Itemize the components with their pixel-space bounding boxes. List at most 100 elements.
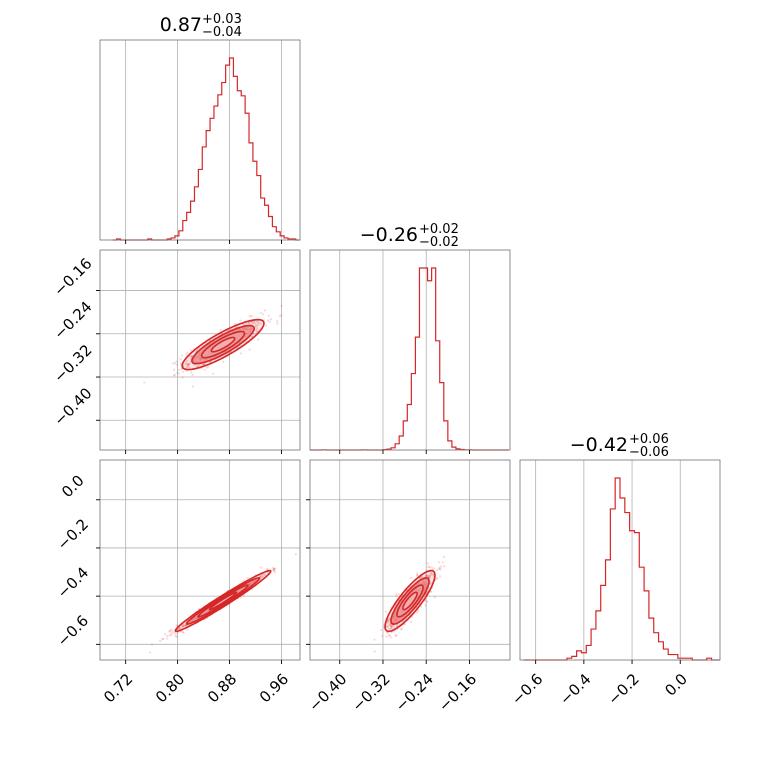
scatter-point: [177, 368, 181, 372]
scatter-point: [432, 573, 435, 576]
scatter-point: [257, 321, 260, 325]
scatter-point: [212, 372, 215, 375]
scatter-point: [263, 309, 267, 312]
grid-hist-0: [125, 40, 282, 240]
scatter-point: [389, 627, 393, 630]
scatter-point: [251, 321, 254, 324]
ticks-hist-1: [339, 450, 470, 454]
ytick-labels-param-2: −0.6 −0.4 −0.2 0.0: [54, 472, 92, 651]
scatter-point: [190, 354, 193, 358]
scatter-point: [263, 573, 266, 576]
contour-level-0: [210, 336, 236, 353]
scatter-point: [386, 625, 389, 628]
scatter-point: [428, 565, 431, 569]
scatter-point: [198, 364, 201, 367]
grid-pair-0-2: [100, 460, 300, 660]
scatter-point: [181, 376, 184, 379]
scatter-point: [294, 553, 297, 556]
scatter-point: [409, 620, 413, 624]
scatter-point: [171, 362, 175, 365]
scatter-point: [417, 609, 420, 612]
xtick-labels-param-1: −0.40−0.32−0.24−0.16: [305, 670, 480, 715]
scatter-point: [182, 624, 186, 627]
scatter-point: [256, 327, 259, 330]
scatter-point: [385, 635, 388, 638]
scatter-point: [273, 568, 276, 571]
title-param-2-minus: −0.06: [629, 445, 669, 460]
scatter-point: [164, 633, 167, 636]
scatter-point: [188, 362, 191, 365]
xtick-label-0: −0.6: [508, 670, 546, 708]
ticks-hist-0: [125, 240, 282, 244]
scatter-point: [188, 362, 191, 366]
scatter-point: [416, 573, 419, 577]
scatter-point: [184, 624, 187, 627]
scatter-point: [186, 363, 189, 367]
scatter-point: [187, 363, 190, 366]
scatter-point: [276, 322, 279, 325]
xtick-label-0: 0.72: [100, 670, 136, 706]
grid-pair-1-2: [310, 460, 510, 660]
scatter-point: [182, 624, 185, 627]
contours-pair-0-1: [181, 318, 265, 371]
scatter-point: [258, 575, 262, 578]
scatter-point: [437, 561, 441, 564]
scatter-point: [181, 625, 185, 628]
ytick-label-0: −0.40: [50, 384, 95, 429]
scatter-point: [203, 362, 206, 366]
scatter-point: [425, 574, 428, 577]
scatter-point: [381, 634, 384, 637]
scatter-point: [254, 325, 258, 328]
scatter-point: [169, 634, 172, 637]
scatter-point: [202, 363, 205, 366]
title-param-2-plus: +0.06: [629, 432, 669, 447]
scatter-point: [185, 369, 188, 373]
scatter-point: [415, 574, 418, 577]
scatter-point: [186, 359, 189, 362]
ticks-hist-2: [535, 660, 681, 664]
title-param-1-plus: +0.02: [419, 222, 459, 237]
scatter-point: [178, 627, 181, 630]
scatter-point: [175, 635, 178, 638]
scatter-point: [397, 593, 401, 596]
scatter-point: [388, 619, 391, 622]
ytick-label-3: −0.16: [50, 254, 95, 299]
scatter-point: [439, 575, 442, 578]
scatter-point: [181, 370, 184, 373]
scatter-point: [259, 322, 262, 326]
scatter-point: [395, 592, 398, 596]
scatter-point: [174, 632, 177, 635]
scatter-point: [260, 576, 263, 579]
scatter-point: [250, 315, 253, 318]
contour-level-0: [208, 591, 238, 611]
ytick-label-1: −0.4: [54, 563, 92, 601]
scatter-point: [175, 363, 179, 366]
scatter-point: [186, 628, 189, 631]
scatter-point: [182, 631, 185, 634]
scatter-point: [424, 575, 427, 578]
scatter-point: [266, 567, 269, 570]
panel-pair-0-2: −0.6 −0.4 −0.2 0.0 0.72 0.80 0.88 0.96: [54, 459, 301, 706]
scatter-point: [389, 624, 393, 627]
panel-hist-1: −0.26 +0.02 −0.02: [309, 222, 511, 454]
scatter-point: [177, 372, 180, 375]
scatter-point: [191, 385, 194, 388]
scatter-point: [172, 374, 176, 377]
contours-pair-0-2: [174, 569, 272, 633]
scatter-point: [161, 638, 164, 641]
scatter-point: [171, 629, 174, 632]
scatter-point: [389, 625, 393, 628]
scatter-point: [260, 574, 263, 577]
scatter-point: [264, 324, 268, 327]
frame-hist-0: [99, 39, 301, 241]
scatter-point: [384, 610, 388, 613]
scatter-point: [439, 565, 443, 568]
xtick-label-3: 0.96: [256, 670, 292, 706]
scatter-point: [430, 590, 433, 593]
panel-pair-1-2: −0.40−0.32−0.24−0.16: [305, 459, 511, 715]
ytick-label-0: −0.6: [54, 612, 92, 650]
scatter-point: [430, 566, 433, 569]
scatter-point: [257, 338, 260, 341]
scatter-point: [178, 627, 181, 630]
scatter-point: [388, 634, 391, 637]
